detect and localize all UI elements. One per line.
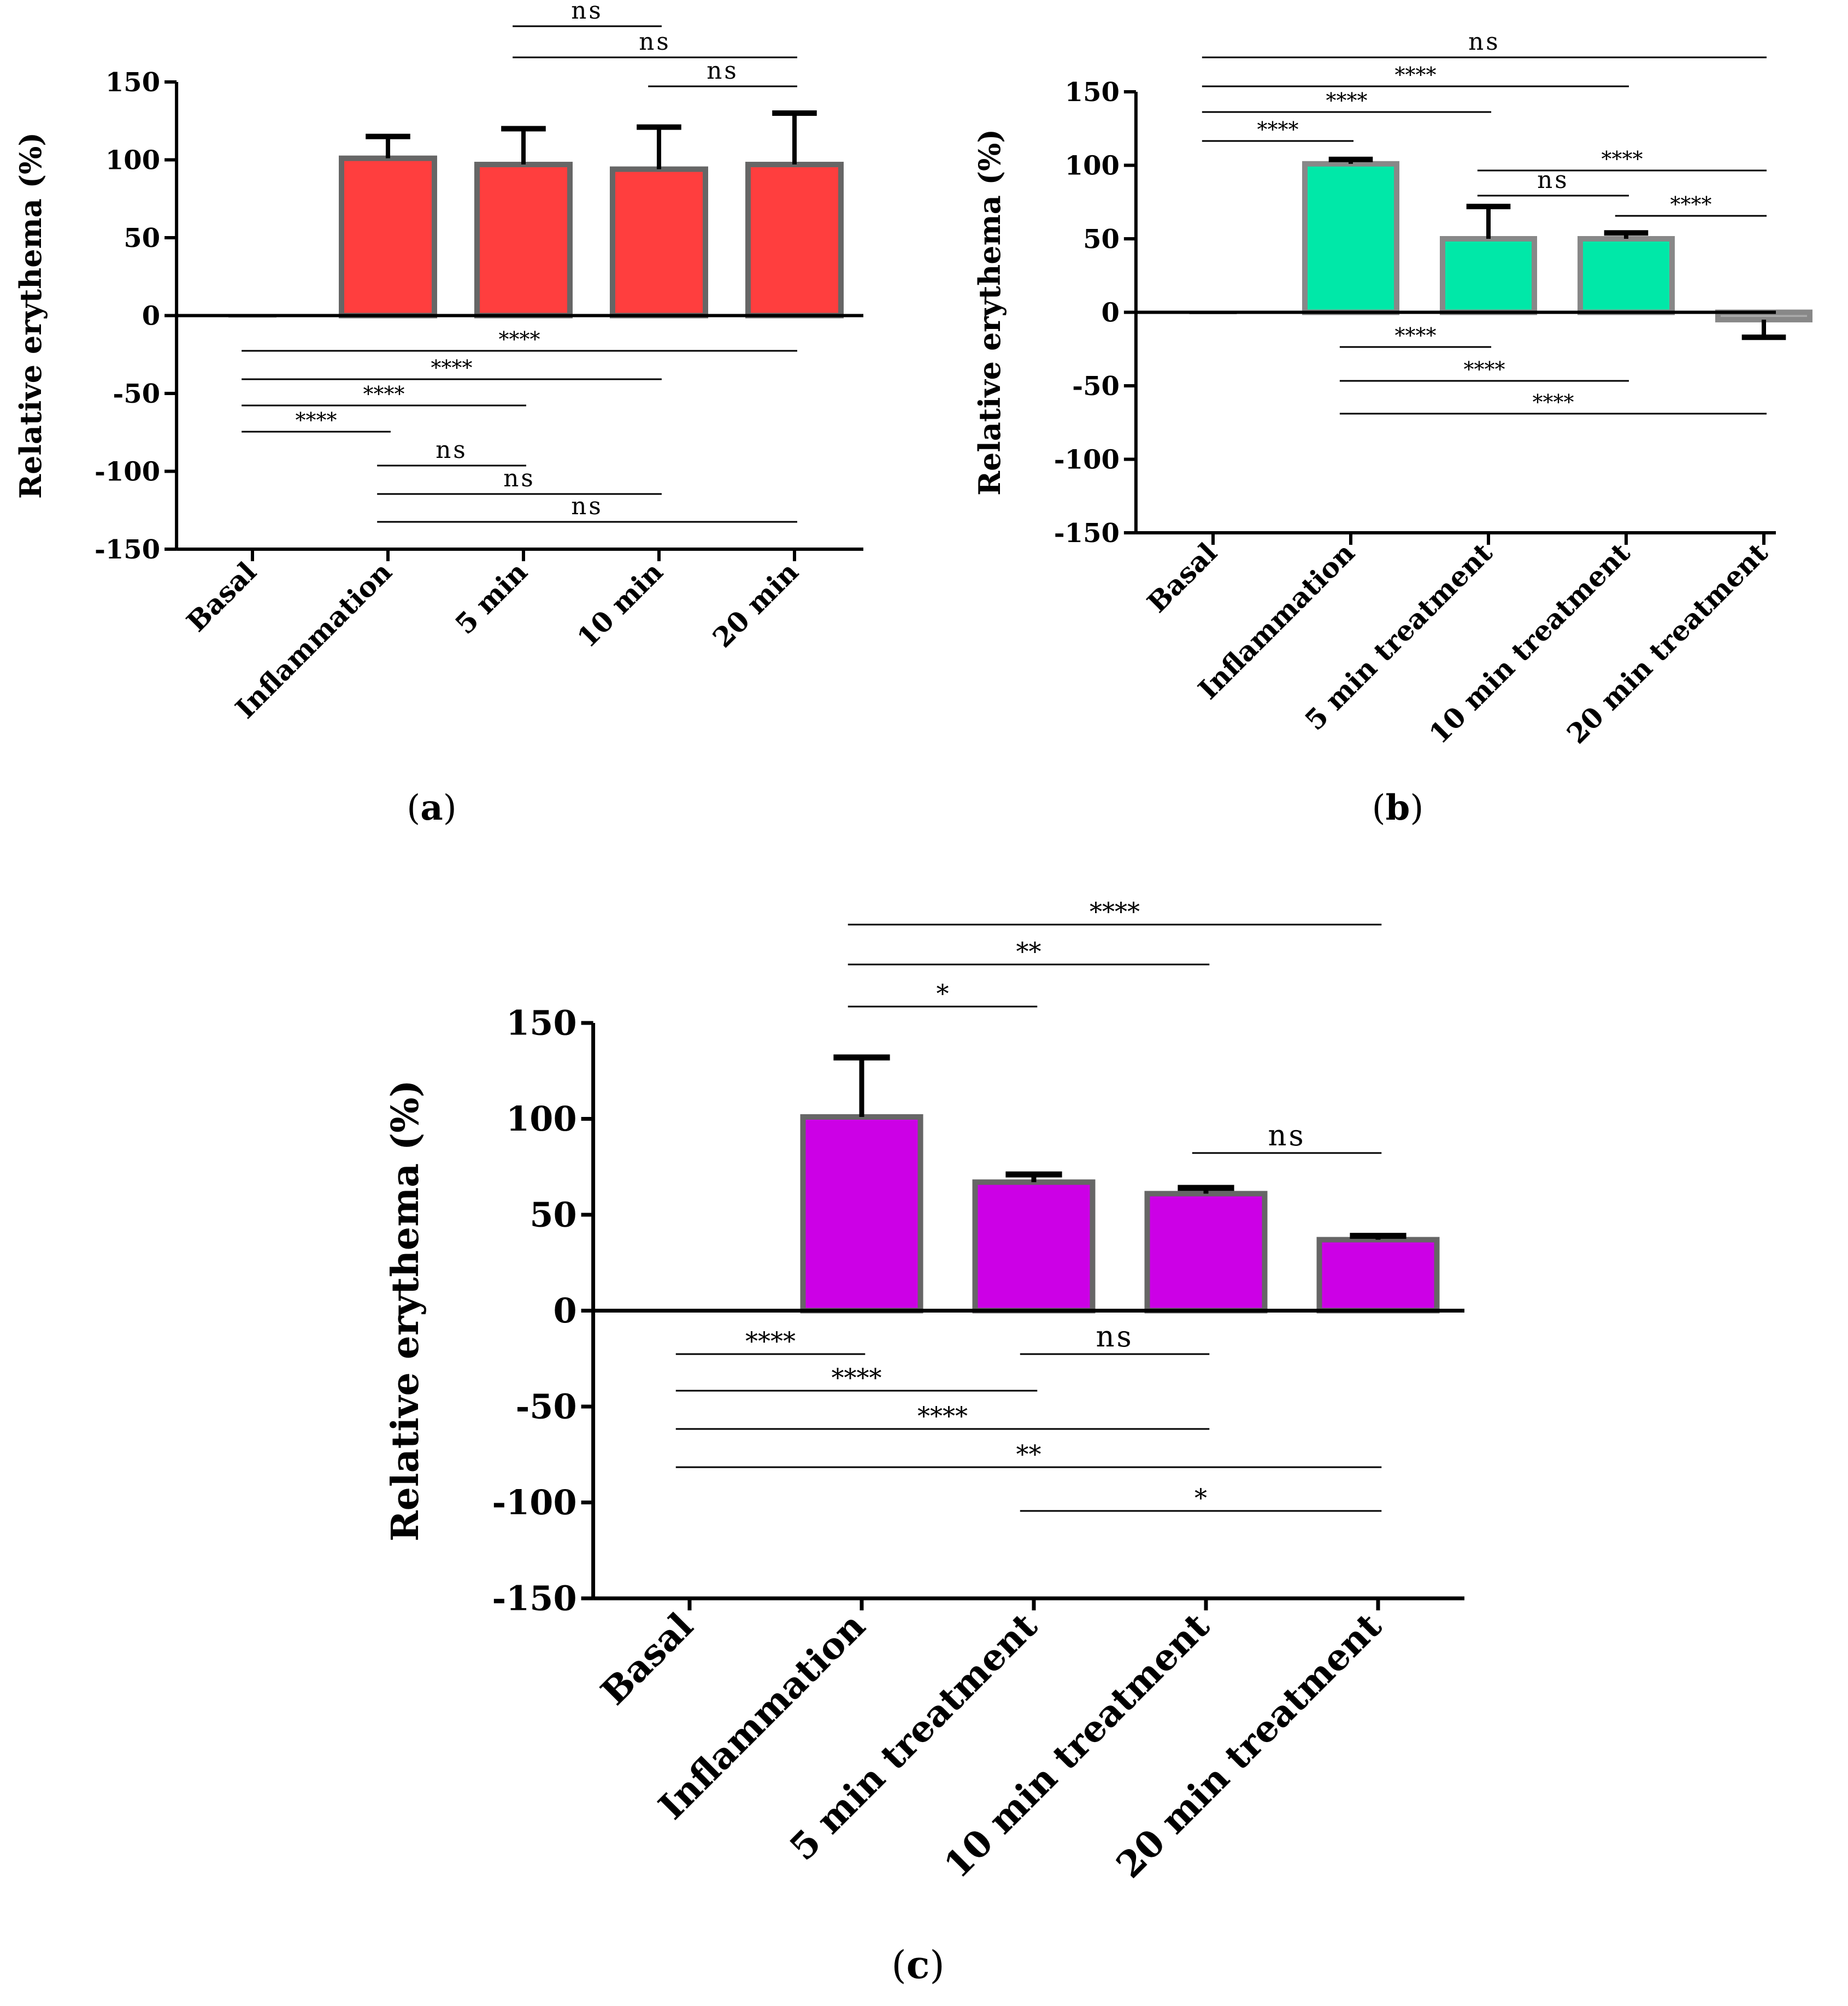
significance-label: **** [917, 1401, 968, 1431]
y-axis-title: Relative erythema (%) [384, 1080, 427, 1542]
significance-label: ns [1468, 28, 1500, 56]
significance-label: **** [1394, 323, 1436, 348]
bar [1302, 161, 1399, 315]
significance-label: **** [499, 327, 540, 351]
x-category-label: 5 min [449, 556, 533, 640]
y-tick-label: -50 [113, 379, 160, 409]
significance-label: **** [1257, 117, 1298, 142]
y-tick-label: 150 [105, 67, 160, 98]
significance-label: ns [1537, 166, 1569, 194]
y-tick-label: 50 [1083, 224, 1120, 255]
x-category-label: 10 min [571, 556, 669, 654]
panel-caption: (b) [1372, 787, 1424, 828]
bar [972, 1179, 1096, 1314]
significance-label: **** [431, 356, 473, 380]
significance-label: ns [707, 57, 739, 85]
bar [1440, 236, 1537, 315]
y-tick-label: 100 [105, 145, 160, 175]
significance-label: ns [503, 464, 535, 492]
y-axis-title: Relative erythema (%) [13, 132, 48, 499]
panel-a: 150 100 50 0 -50 -100 -150 Relative erythema (%… [13, 0, 863, 828]
y-tick-label: 150 [1065, 77, 1120, 108]
x-category-label: Basal [1141, 537, 1223, 619]
y-tick-label: -150 [492, 1579, 576, 1619]
y-tick-label: 0 [1101, 297, 1119, 328]
y-tick-label: 0 [142, 301, 160, 331]
significance-label: **** [296, 408, 337, 432]
significance-label: **** [1532, 390, 1574, 414]
significance-label: ns [571, 492, 603, 520]
bar [339, 155, 437, 319]
significance-label: **** [1670, 192, 1711, 216]
y-tick-label: -100 [95, 456, 160, 487]
significance-label: ns [639, 28, 671, 56]
y-tick-label: -150 [1054, 518, 1120, 549]
y-tick-label: 0 [553, 1291, 576, 1331]
significance-label: ns [435, 436, 468, 464]
y-tick-label: 100 [506, 1099, 576, 1139]
significance-label: **** [1601, 147, 1643, 171]
significance-label: ** [1016, 1439, 1041, 1469]
panel-caption: (a) [407, 787, 456, 828]
bar [800, 1114, 923, 1314]
x-category-label: 20 min [707, 556, 805, 654]
significance-label: **** [363, 382, 405, 406]
x-category-label: Basal [180, 556, 263, 638]
bar [1316, 1237, 1440, 1314]
panel-b: 150 100 50 0 -50 -100 -150 Relative erythema (%… [972, 28, 1812, 828]
bar [745, 162, 844, 319]
significance-label: ns [1096, 1320, 1133, 1354]
panel-caption: (c) [891, 1942, 944, 1987]
y-tick-label: -100 [1054, 444, 1120, 475]
y-tick-label: -50 [1072, 371, 1120, 402]
bar [474, 162, 573, 319]
significance-label: * [937, 979, 949, 1008]
significance-label: **** [1394, 63, 1436, 87]
significance-label: **** [832, 1363, 882, 1392]
significance-label: **** [1090, 897, 1140, 926]
significance-label: **** [745, 1326, 796, 1356]
x-category-label: Basal [592, 1604, 701, 1713]
significance-label: ns [571, 0, 603, 25]
y-tick-label: 150 [506, 1003, 576, 1043]
y-tick-label: -150 [95, 534, 160, 565]
y-tick-label: 50 [123, 223, 160, 254]
bar [610, 166, 708, 319]
y-axis-title: Relative erythema (%) [972, 129, 1007, 496]
bar [1144, 1191, 1268, 1314]
significance-label: * [1194, 1483, 1207, 1513]
bar [1578, 236, 1675, 315]
y-tick-label: -50 [516, 1387, 577, 1427]
significance-label: ns [1268, 1119, 1305, 1152]
significance-label: ** [1016, 937, 1041, 966]
panel-c: 150 100 50 0 -50 -100 -150 Relative erythema (%… [384, 897, 1464, 1987]
significance-label: **** [1463, 357, 1505, 381]
y-tick-label: -100 [492, 1483, 576, 1522]
significance-label: **** [1326, 89, 1367, 113]
y-tick-label: 100 [1065, 150, 1120, 181]
y-tick-label: 50 [529, 1195, 576, 1235]
